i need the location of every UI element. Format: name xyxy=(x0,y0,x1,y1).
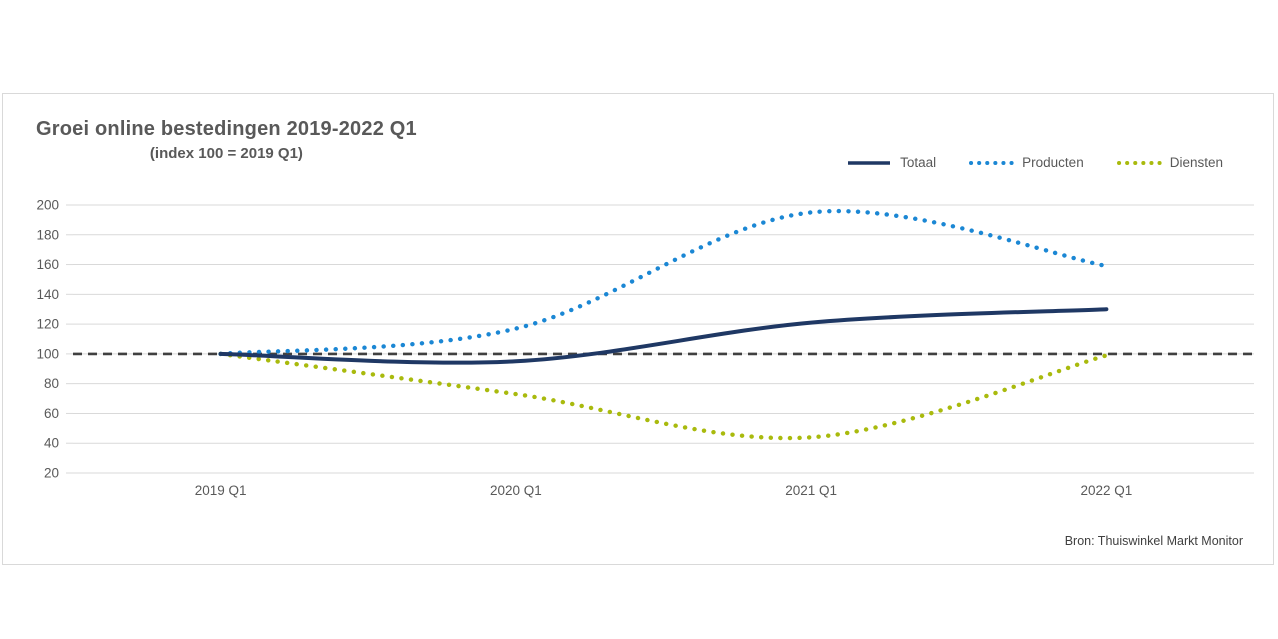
chart-card: Groei online bestedingen 2019-2022 Q1 (i… xyxy=(2,93,1274,565)
legend-item-producten: Producten xyxy=(968,155,1084,170)
legend-item-diensten: Diensten xyxy=(1116,155,1223,170)
y-axis-label: 120 xyxy=(36,317,59,332)
x-axis-label: 2022 Q1 xyxy=(1080,483,1132,498)
source-note: Bron: Thuiswinkel Markt Monitor xyxy=(1064,534,1243,548)
y-axis-label: 160 xyxy=(36,257,59,272)
legend-label-producten: Producten xyxy=(1022,155,1084,170)
legend-label-totaal: Totaal xyxy=(900,155,937,170)
y-axis-label: 20 xyxy=(44,466,59,481)
y-axis-label: 40 xyxy=(44,436,59,451)
series-line-totaal xyxy=(218,307,1109,365)
y-axis-label: 140 xyxy=(36,287,59,302)
x-axis-label: 2021 Q1 xyxy=(785,483,837,498)
x-axis-label: 2019 Q1 xyxy=(195,483,247,498)
chart-subtitle: (index 100 = 2019 Q1) xyxy=(149,145,303,162)
series-line-producten xyxy=(218,209,1109,357)
y-axis-label: 180 xyxy=(36,227,59,242)
y-axis-label: 100 xyxy=(36,346,59,361)
y-axis-label: 60 xyxy=(44,406,59,421)
legend-swatch-diensten-icon xyxy=(1116,160,1162,165)
series-line-diensten xyxy=(218,351,1109,441)
chart-title: Groei online bestedingen 2019-2022 Q1 xyxy=(36,118,417,140)
chart-header: Groei online bestedingen 2019-2022 Q1 (i… xyxy=(36,118,417,162)
line-chart: 20 40 60 80 100 120 140 160 180 200 2019 Q1 2020 Q1… xyxy=(36,198,1254,498)
y-axis-label: 80 xyxy=(44,376,59,391)
legend-swatch-totaal-icon xyxy=(848,160,891,165)
legend-label-diensten: Diensten xyxy=(1169,155,1223,170)
chart-legend: Totaal Producten Diensten xyxy=(846,155,1223,170)
legend-item-totaal: Totaal xyxy=(846,155,936,170)
y-axis-label: 200 xyxy=(36,198,59,213)
x-axis-label: 2020 Q1 xyxy=(490,483,542,498)
legend-swatch-producten-icon xyxy=(969,160,1015,165)
